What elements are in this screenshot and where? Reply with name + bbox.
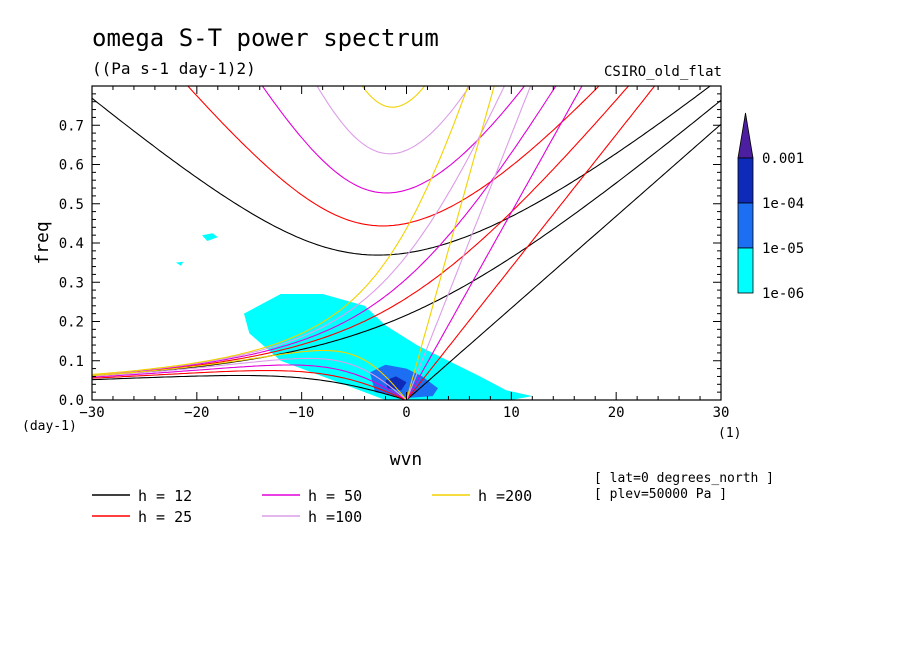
chart-title: omega S-T power spectrum (92, 24, 439, 52)
curve-er-h200 (92, 349, 407, 400)
dispersion-curves (92, 86, 721, 400)
x-tick-label: −30 (79, 405, 104, 421)
legend-label: h =100 (308, 508, 362, 526)
x-tick-label: 0 (402, 405, 410, 421)
x-axis-label: wvn (390, 449, 423, 470)
curve-ig-h25 (187, 86, 600, 227)
legend-label: h = 12 (138, 487, 192, 505)
y-tick-label: 0.0 (59, 393, 84, 409)
x-tick-label: 20 (608, 405, 625, 421)
legend: h = 12 h = 25 h = 50 h =100 h =200 (92, 487, 532, 526)
curve-ig-h50 (261, 86, 526, 194)
legend-label: h =200 (478, 487, 532, 505)
power-region-2 (175, 261, 184, 266)
chart-units: ((Pa s-1 day-1)2) (92, 59, 256, 78)
axis-ticks: −30 −20 −10 0 10 20 30 0.0 0.1 0.2 0.3 0.4 0.5 0.6 0.7 (59, 86, 730, 421)
curve-ig-h200 (361, 86, 426, 108)
curve-mrg-h50 (92, 86, 557, 376)
footer-lat: [ lat=0 degrees_north ] (594, 471, 774, 486)
curve-kelvin-h100 (405, 86, 532, 400)
curve-mrg-h100 (92, 86, 506, 376)
colorbar: 0.001 1e-04 1e-05 1e-06 (737, 112, 804, 302)
curve-kelvin-h25 (406, 86, 656, 400)
curve-kelvin-h200 (405, 86, 495, 400)
y-tick-label: 0.2 (59, 315, 84, 331)
x-tick-label: −10 (289, 405, 314, 421)
curve-er-h12 (92, 374, 407, 400)
colorbar-label: 1e-06 (762, 286, 804, 302)
x-tick-label: −20 (184, 405, 209, 421)
power-region-1 (202, 233, 218, 241)
curve-kelvin-h50 (406, 86, 583, 400)
curve-mrg-h25 (92, 86, 630, 376)
y-tick-label: 0.6 (59, 158, 84, 174)
colorbar-label: 1e-04 (762, 196, 804, 212)
x-unit-label: (1) (718, 426, 741, 441)
legend-label: h = 25 (138, 508, 192, 526)
colorbar-label: 0.001 (762, 151, 804, 167)
colorbar-box (737, 247, 754, 294)
y-tick-label: 0.5 (59, 197, 84, 213)
curve-ig-h12 (92, 86, 712, 256)
colorbar-box (737, 202, 754, 249)
footer-plev: [ plev=50000 Pa ] (594, 487, 727, 502)
curve-mrg-h12 (92, 99, 721, 377)
y-tick-label: 0.3 (59, 275, 84, 291)
curve-mrg-h200 (92, 86, 469, 375)
curve-ig-h100 (316, 86, 471, 155)
legend-label: h = 50 (308, 487, 362, 505)
y-tick-label: 0.7 (59, 118, 84, 134)
curve-er-h100 (92, 357, 407, 400)
y-unit-label: (day-1) (22, 419, 77, 434)
y-tick-label: 0.4 (59, 236, 84, 252)
curve-er-h25 (92, 370, 407, 400)
x-tick-label: 10 (503, 405, 520, 421)
colorbar-box (737, 157, 754, 204)
curve-kelvin-h12 (406, 123, 721, 400)
x-tick-label: 30 (713, 405, 730, 421)
curve-er-h50 (92, 364, 407, 400)
colorbar-label: 1e-05 (762, 241, 804, 257)
colorbar-arrow (737, 112, 754, 159)
dataset-label: CSIRO_old_flat (604, 64, 722, 80)
y-tick-label: 0.1 (59, 354, 84, 370)
y-axis-label: freq (32, 221, 53, 264)
